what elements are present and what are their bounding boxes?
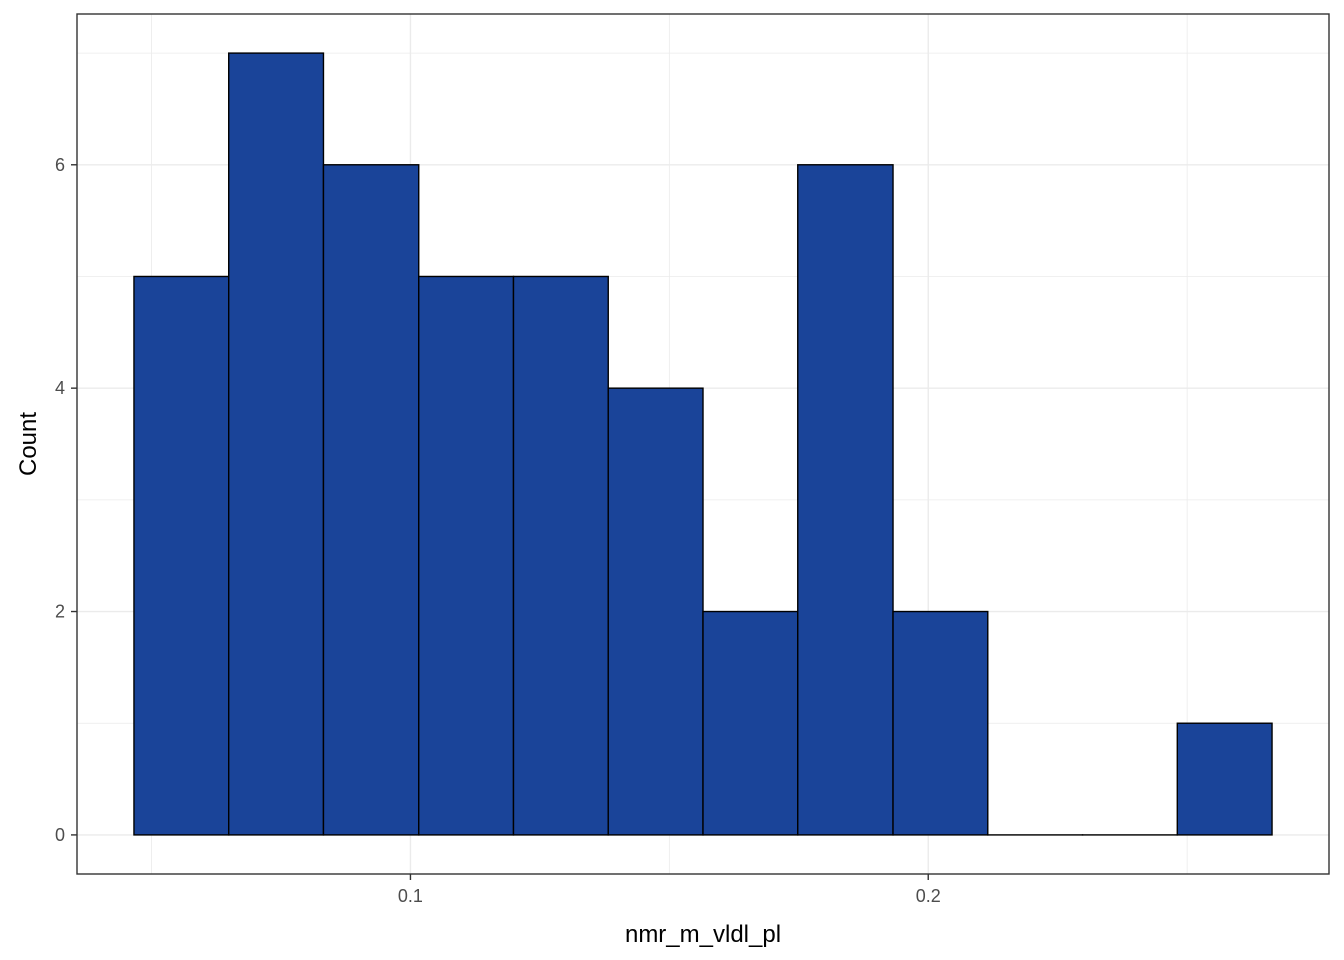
y-tick-label: 2 — [55, 602, 65, 622]
histogram-bar — [797, 164, 894, 836]
panel-border — [76, 13, 1330, 875]
y-tick-label: 0 — [55, 825, 65, 845]
histogram-bar — [1176, 722, 1273, 836]
x-tick-label: 0.1 — [398, 886, 423, 906]
x-axis-title: nmr_m_vldl_pl — [625, 921, 781, 948]
histogram-bar — [512, 275, 609, 836]
histogram-bar — [418, 275, 515, 836]
histogram-bar — [607, 387, 704, 836]
y-tick-label: 4 — [55, 378, 65, 398]
histogram-bar — [133, 275, 230, 836]
x-tick-label: 0.2 — [916, 886, 941, 906]
histogram-bar — [228, 52, 325, 836]
y-axis-title: Count — [15, 412, 42, 476]
x-axis: 0.1 0.2 — [398, 874, 941, 906]
histogram-bar — [702, 610, 799, 836]
histogram-bar — [322, 164, 420, 836]
y-tick-label: 6 — [55, 155, 65, 175]
y-axis: 0 2 4 6 — [55, 155, 77, 845]
histogram-bar — [892, 610, 989, 836]
histogram-bars — [133, 52, 1273, 836]
